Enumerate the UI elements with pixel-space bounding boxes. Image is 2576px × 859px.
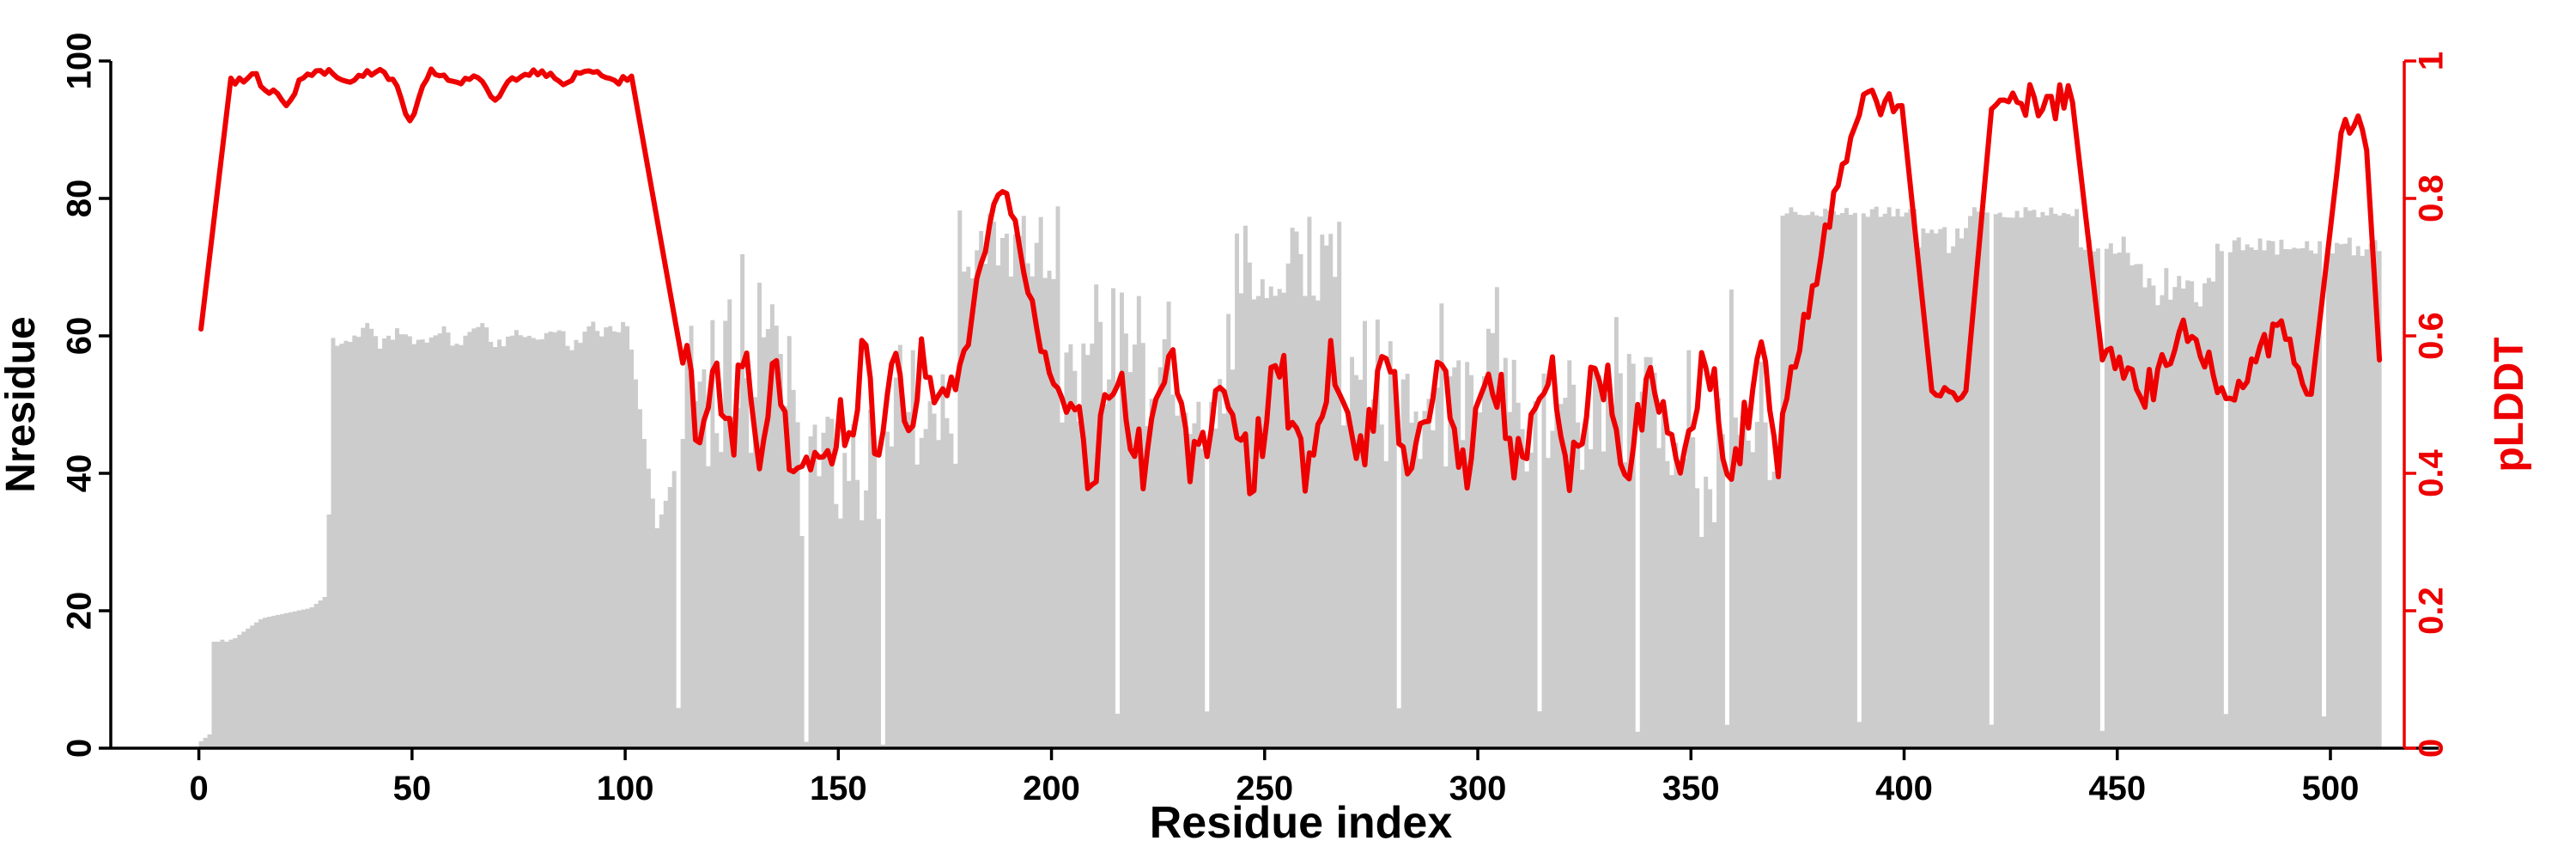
svg-text:0: 0 bbox=[2413, 739, 2451, 758]
svg-text:1: 1 bbox=[2413, 52, 2451, 70]
svg-text:200: 200 bbox=[1023, 770, 1080, 807]
svg-text:100: 100 bbox=[597, 770, 654, 807]
svg-text:40: 40 bbox=[61, 454, 99, 493]
svg-text:0.4: 0.4 bbox=[2413, 448, 2451, 497]
svg-text:300: 300 bbox=[1449, 770, 1507, 807]
svg-text:Residue index: Residue index bbox=[1150, 798, 1453, 848]
svg-text:50: 50 bbox=[393, 770, 432, 807]
svg-text:0: 0 bbox=[189, 770, 208, 807]
svg-text:400: 400 bbox=[1875, 770, 1933, 807]
svg-text:450: 450 bbox=[2088, 770, 2146, 807]
svg-text:80: 80 bbox=[61, 180, 99, 218]
svg-text:0.2: 0.2 bbox=[2413, 587, 2451, 635]
svg-text:Nresidue: Nresidue bbox=[0, 316, 44, 492]
svg-text:0: 0 bbox=[61, 739, 99, 758]
svg-text:500: 500 bbox=[2302, 770, 2360, 807]
svg-text:0.6: 0.6 bbox=[2413, 312, 2451, 360]
svg-text:350: 350 bbox=[1662, 770, 1720, 807]
svg-text:20: 20 bbox=[61, 592, 99, 631]
svg-text:100: 100 bbox=[61, 33, 99, 90]
svg-text:150: 150 bbox=[810, 770, 867, 807]
svg-text:pLDDT: pLDDT bbox=[2487, 337, 2532, 472]
svg-text:60: 60 bbox=[61, 317, 99, 356]
svg-text:0.8: 0.8 bbox=[2413, 174, 2451, 222]
